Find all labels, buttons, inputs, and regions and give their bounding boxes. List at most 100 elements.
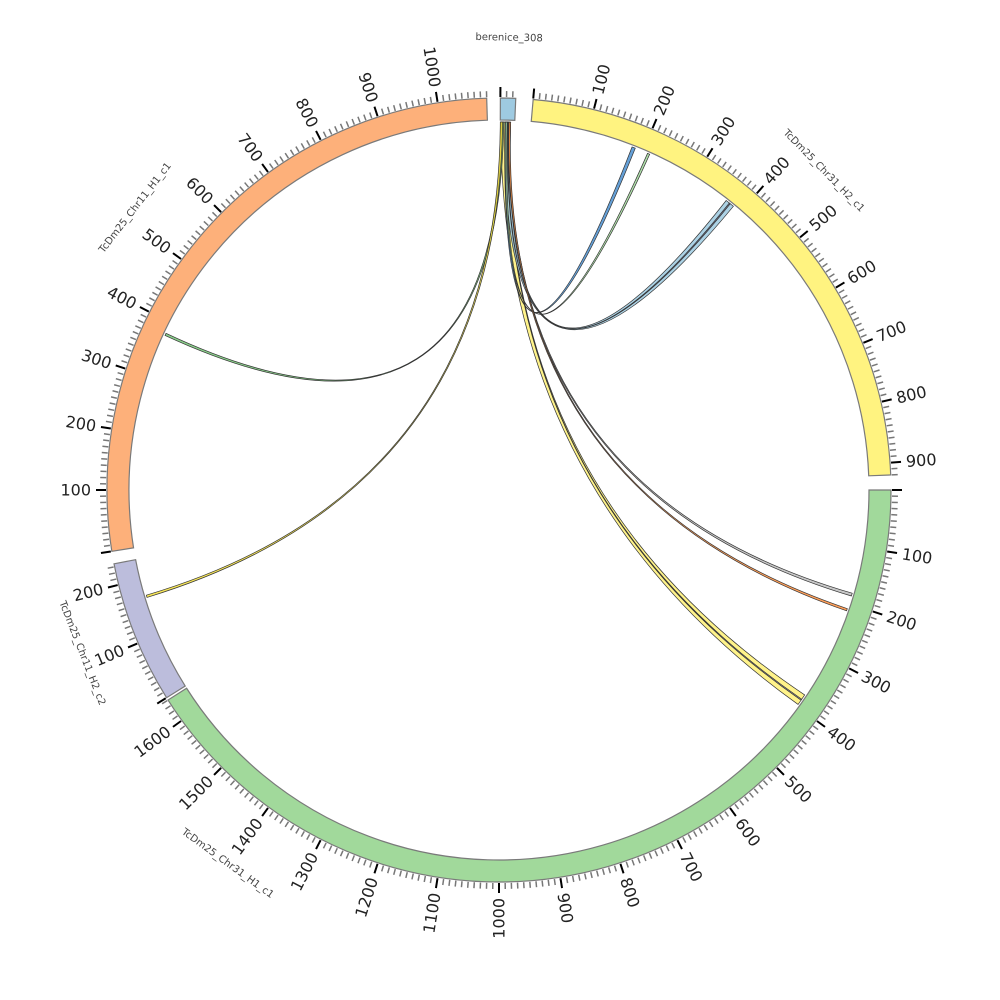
minor-tick (613, 865, 618, 872)
minor-tick (136, 654, 143, 659)
segment-name-label: TcDm25_Chr31_H2_c1 (780, 127, 866, 215)
minor-tick (571, 875, 575, 883)
minor-tick (855, 322, 862, 327)
minor-tick (778, 209, 785, 216)
major-tick (261, 807, 269, 817)
minor-tick (392, 104, 397, 112)
minor-tick (239, 788, 245, 794)
minor-tick (306, 139, 311, 146)
minor-tick (102, 445, 109, 448)
major-tick (863, 338, 874, 344)
minor-tick (883, 405, 890, 409)
minor-tick (827, 705, 833, 710)
minor-tick (124, 625, 131, 630)
minor-tick (244, 182, 250, 188)
minor-tick (851, 662, 858, 667)
minor-tick (203, 753, 209, 760)
segment-name-label: berenice_308 (475, 32, 543, 45)
minor-tick (563, 96, 566, 103)
tick-label: 1300 (287, 849, 322, 894)
minor-tick (724, 811, 730, 817)
minor-tick (161, 699, 168, 705)
minor-tick (793, 749, 799, 755)
tick-label: 200 (64, 412, 97, 436)
minor-tick (767, 775, 773, 782)
minor-tick (690, 141, 695, 148)
tick-label: 1400 (228, 814, 267, 858)
minor-tick (668, 130, 673, 137)
minor-tick (123, 354, 130, 358)
minor-tick (345, 121, 350, 128)
minor-tick (411, 100, 415, 107)
minor-tick (812, 725, 819, 731)
minor-tick (172, 259, 178, 265)
segment-band (530, 98, 892, 477)
minor-tick (101, 526, 108, 529)
minor-tick (357, 857, 361, 864)
minor-tick (611, 107, 615, 114)
minor-tick (417, 99, 421, 106)
minor-tick (885, 417, 892, 421)
minor-tick (865, 345, 872, 350)
minor-tick (814, 252, 821, 258)
minor-tick (679, 135, 684, 142)
minor-tick (311, 836, 316, 843)
major-tick (532, 88, 536, 99)
minor-tick (345, 852, 350, 859)
minor-tick (751, 184, 757, 190)
minor-tick (845, 673, 852, 678)
minor-tick (884, 562, 892, 566)
segment-band (113, 558, 187, 699)
minor-tick (801, 739, 807, 745)
minor-tick (295, 827, 300, 834)
minor-tick (454, 880, 457, 887)
major-tick (261, 163, 269, 173)
minor-tick (103, 433, 111, 436)
minor-tick (380, 865, 385, 872)
minor-tick (363, 114, 367, 121)
tick-label: 1200 (351, 875, 382, 920)
minor-tick (110, 578, 117, 582)
minor-tick (161, 275, 168, 281)
minor-tick (875, 375, 882, 379)
minor-tick (399, 103, 402, 110)
minor-tick (888, 538, 895, 541)
minor-tick (825, 267, 832, 273)
minor-tick (628, 113, 633, 120)
minor-tick (861, 639, 868, 644)
minor-tick (168, 710, 175, 715)
minor-tick (207, 216, 214, 222)
minor-tick (125, 348, 132, 352)
minor-tick (191, 235, 197, 241)
minor-tick (225, 775, 231, 782)
minor-tick (803, 237, 810, 243)
minor-tick (165, 705, 171, 710)
minor-tick (884, 411, 891, 415)
major-tick (139, 306, 150, 313)
minor-tick (550, 94, 554, 101)
minor-tick (717, 158, 722, 164)
minor-tick (454, 93, 457, 100)
tick-label: 100 (588, 62, 614, 96)
minor-tick (780, 762, 787, 769)
minor-tick (883, 568, 890, 572)
minor-tick (886, 424, 893, 427)
minor-tick (832, 278, 839, 283)
minor-tick (687, 834, 692, 841)
minor-tick (840, 684, 846, 689)
minor-tick (110, 396, 118, 399)
minor-tick (601, 868, 606, 876)
minor-tick (565, 877, 569, 884)
minor-tick (599, 104, 603, 111)
minor-tick (860, 334, 867, 338)
minor-tick (828, 273, 835, 278)
minor-tick (165, 270, 171, 275)
minor-tick (665, 845, 670, 852)
minor-tick (870, 616, 877, 620)
minor-tick (369, 112, 373, 119)
minor-tick (234, 190, 240, 196)
minor-tick (392, 868, 397, 876)
minor-tick (211, 211, 218, 218)
